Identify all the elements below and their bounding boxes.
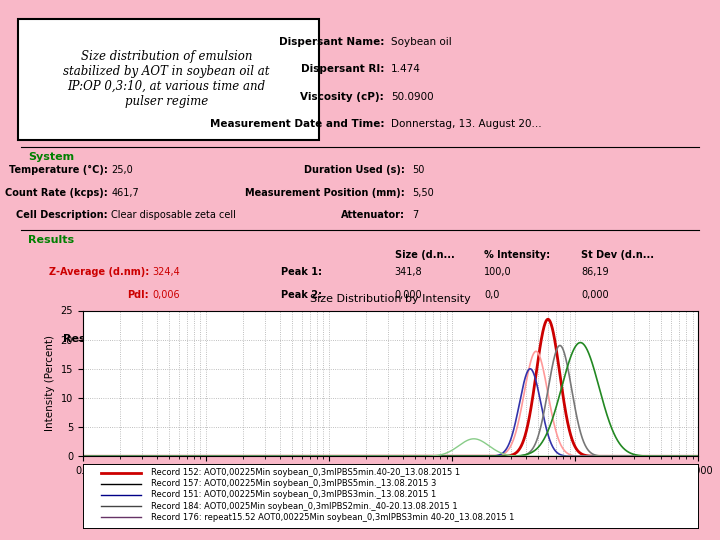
Text: Cell Description:: Cell Description:: [16, 210, 108, 220]
Text: Record 151: AOT0,00225Min soybean_0,3mlPBS3min._13.08.2015 1: Record 151: AOT0,00225Min soybean_0,3mlP…: [150, 490, 436, 500]
Text: Peak 1:: Peak 1:: [281, 267, 322, 278]
Text: Good: Good: [153, 334, 185, 345]
Text: Dispersant RI:: Dispersant RI:: [301, 64, 384, 74]
Text: PdI:: PdI:: [127, 289, 149, 300]
Text: 50: 50: [412, 165, 424, 176]
Text: 0,734: 0,734: [153, 312, 181, 322]
Text: 0,0: 0,0: [485, 312, 500, 322]
Text: Temperature (°C):: Temperature (°C):: [9, 165, 108, 176]
Text: 0,000: 0,000: [395, 312, 422, 322]
Text: 7: 7: [412, 210, 418, 220]
Y-axis label: Intensity (Percent): Intensity (Percent): [45, 335, 55, 431]
Text: 0,0: 0,0: [485, 289, 500, 300]
Text: Attenuator:: Attenuator:: [341, 210, 405, 220]
Text: Size distribution of emulsion
stabilized by AOT in soybean oil at
IP:OP 0,3:10, : Size distribution of emulsion stabilized…: [63, 50, 270, 108]
Text: Dispersant Name:: Dispersant Name:: [279, 37, 384, 47]
Text: Viscosity (cP):: Viscosity (cP):: [300, 92, 384, 102]
Text: Duration Used (s):: Duration Used (s):: [304, 165, 405, 176]
Text: Intercept:: Intercept:: [94, 312, 149, 322]
Text: 0,000: 0,000: [581, 289, 609, 300]
Text: 50.0900: 50.0900: [391, 92, 433, 102]
Text: % Intensity:: % Intensity:: [485, 251, 551, 260]
Text: St Dev (d.n...: St Dev (d.n...: [581, 251, 654, 260]
Text: 341,8: 341,8: [395, 267, 422, 278]
Text: Record 152: AOT0,00225Min soybean_0,3mlPBS5min.40-20_13.08.2015 1: Record 152: AOT0,00225Min soybean_0,3mlP…: [150, 468, 459, 477]
Text: Record 157: AOT0,00225Min soybean_0,3mlPBS5min._13.08.2015 3: Record 157: AOT0,00225Min soybean_0,3mlP…: [150, 480, 436, 488]
Text: 5,50: 5,50: [412, 187, 433, 198]
Text: Result quality: Result quality: [63, 334, 149, 345]
Title: Size Distribution by Intensity: Size Distribution by Intensity: [310, 294, 471, 304]
X-axis label: Size (d.nm): Size (d.nm): [361, 482, 420, 491]
Text: Measurement Position (mm):: Measurement Position (mm):: [246, 187, 405, 198]
Text: Soybean oil: Soybean oil: [391, 37, 452, 47]
Text: 1.474: 1.474: [391, 64, 421, 74]
Text: Count Rate (kcps):: Count Rate (kcps):: [5, 187, 108, 198]
Text: 461,7: 461,7: [111, 187, 139, 198]
Text: Peak 2:: Peak 2:: [281, 289, 322, 300]
Text: Size (d.n...: Size (d.n...: [395, 251, 454, 260]
Text: 0,000: 0,000: [581, 312, 609, 322]
Text: System: System: [28, 152, 74, 162]
Text: 324,4: 324,4: [153, 267, 181, 278]
FancyBboxPatch shape: [18, 18, 318, 140]
Text: Clear disposable zeta cell: Clear disposable zeta cell: [111, 210, 236, 220]
Text: 100,0: 100,0: [485, 267, 512, 278]
Text: 86,19: 86,19: [581, 267, 609, 278]
Text: 25,0: 25,0: [111, 165, 133, 176]
Text: 0,006: 0,006: [153, 289, 180, 300]
Text: 0,000: 0,000: [395, 289, 422, 300]
Text: Z-Average (d.nm):: Z-Average (d.nm):: [49, 267, 149, 278]
Text: Results: Results: [28, 235, 74, 245]
Text: Donnerstag, 13. August 20...: Donnerstag, 13. August 20...: [391, 119, 541, 129]
Text: Measurement Date and Time:: Measurement Date and Time:: [210, 119, 384, 129]
Text: Record 176: repeat15.52 AOT0,00225Min soybean_0,3mlPBS3min 40-20_13.08.2015 1: Record 176: repeat15.52 AOT0,00225Min so…: [150, 513, 514, 522]
Text: Peak 3:: Peak 3:: [281, 312, 322, 322]
Text: Record 184: AOT0,0025Min soybean_0,3mlPBS2min._40-20.13.08.2015 1: Record 184: AOT0,0025Min soybean_0,3mlPB…: [150, 502, 457, 511]
